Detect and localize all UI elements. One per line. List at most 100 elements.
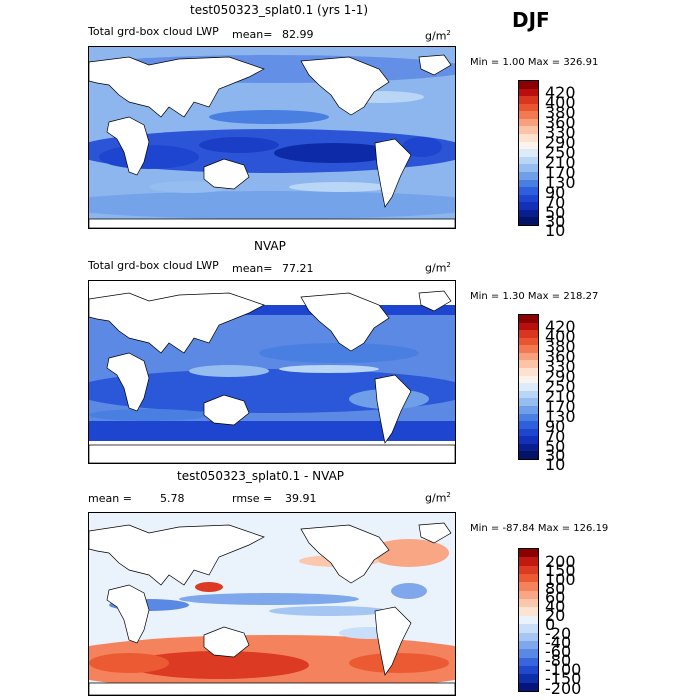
colorbar-swatch xyxy=(519,674,538,683)
panel2-colorbar xyxy=(518,314,539,460)
colorbar-swatch xyxy=(519,126,538,135)
colorbar-tick-label: 10 xyxy=(545,455,566,474)
panel3-map xyxy=(88,512,456,696)
colorbar-swatch xyxy=(519,111,538,120)
colorbar-tick-label: 330 xyxy=(545,123,576,142)
colorbar-tick-label: -100 xyxy=(545,660,582,679)
panel2-land xyxy=(89,290,455,463)
colorbar-swatch xyxy=(519,141,538,150)
colorbar-swatch xyxy=(519,590,538,600)
colorbar-tick-label: 330 xyxy=(545,357,576,376)
colorbar-tick-label: 0 xyxy=(545,615,556,634)
panel1-mean-value: 82.99 xyxy=(282,28,314,41)
colorbar-tick-label: 210 xyxy=(545,153,576,172)
colorbar-swatch xyxy=(519,345,538,354)
colorbar-swatch xyxy=(519,375,538,384)
colorbar-swatch xyxy=(519,405,538,414)
colorbar-swatch xyxy=(519,88,538,97)
panel2-title: NVAP xyxy=(254,239,286,253)
panel3-colorbar xyxy=(518,548,539,692)
panel2-map xyxy=(88,280,456,464)
colorbar-swatch xyxy=(519,640,538,650)
panel1-map xyxy=(88,46,456,229)
colorbar-tick-label: 40 xyxy=(545,597,566,616)
colorbar-tick-label: 170 xyxy=(545,397,576,416)
panel3-mean-label: mean = xyxy=(88,492,132,505)
colorbar-swatch xyxy=(519,171,538,180)
colorbar-swatch xyxy=(519,209,538,218)
colorbar-tick-label: 290 xyxy=(545,133,576,152)
panel2-variable: Total grd-box cloud LWP xyxy=(88,259,219,272)
season-label: DJF xyxy=(512,8,550,32)
colorbar-tick-label: 130 xyxy=(545,407,576,426)
panel2-mean-value: 77.21 xyxy=(282,262,314,275)
panel3-rmse-value: 39.91 xyxy=(285,492,317,505)
panel3-units: g/m2 xyxy=(425,491,451,505)
colorbar-tick-label: 420 xyxy=(545,317,576,336)
colorbar-tick-label: 170 xyxy=(545,163,576,182)
colorbar-swatch xyxy=(519,118,538,127)
colorbar-swatch xyxy=(519,428,538,437)
colorbar-tick-label: 250 xyxy=(545,143,576,162)
colorbar-swatch xyxy=(519,565,538,575)
colorbar-tick-label: 30 xyxy=(545,446,566,465)
colorbar-tick-label: 90 xyxy=(545,183,566,202)
colorbar-tick-label: -40 xyxy=(545,633,572,652)
panel3-land xyxy=(89,522,455,695)
panel1-title: test050323_splat0.1 (yrs 1-1) xyxy=(190,3,369,17)
panel1-land xyxy=(89,54,455,228)
colorbar-swatch xyxy=(519,443,538,452)
colorbar-tick-label: 100 xyxy=(545,570,576,589)
colorbar-tick-label: 400 xyxy=(545,93,576,112)
colorbar-tick-label: 360 xyxy=(545,347,576,366)
colorbar-swatch xyxy=(519,217,538,225)
colorbar-swatch xyxy=(519,96,538,104)
panel2-mean-label: mean= xyxy=(232,262,273,275)
colorbar-swatch xyxy=(519,315,538,323)
colorbar-tick-label: 400 xyxy=(545,327,576,346)
colorbar-tick-label: 380 xyxy=(545,103,576,122)
colorbar-swatch xyxy=(519,322,538,331)
colorbar-swatch xyxy=(519,582,538,591)
colorbar-tick-label: -20 xyxy=(545,624,572,643)
colorbar-tick-label: 60 xyxy=(545,588,566,607)
panel1-minmax: Min = 1.00 Max = 326.91 xyxy=(470,57,599,68)
colorbar-tick-label: -200 xyxy=(545,679,582,698)
colorbar-tick-label: 200 xyxy=(545,552,576,571)
colorbar-tick-label: 10 xyxy=(545,221,566,240)
colorbar-tick-label: 50 xyxy=(545,437,566,456)
panel1-colorbar xyxy=(518,80,539,226)
colorbar-swatch xyxy=(519,134,538,142)
colorbar-swatch xyxy=(519,599,538,608)
colorbar-tick-label: 90 xyxy=(545,417,566,436)
colorbar-swatch xyxy=(519,156,538,165)
colorbar-swatch xyxy=(519,624,538,633)
colorbar-tick-label: 130 xyxy=(545,173,576,192)
colorbar-tick-label: 210 xyxy=(545,387,576,406)
panel3-mean-value: 5.78 xyxy=(160,492,185,505)
colorbar-swatch xyxy=(519,574,538,583)
panel1-variable: Total grd-box cloud LWP xyxy=(88,25,219,38)
colorbar-swatch xyxy=(519,337,538,346)
colorbar-tick-label: -60 xyxy=(545,642,572,661)
colorbar-tick-label: 30 xyxy=(545,212,566,231)
colorbar-tick-label: -80 xyxy=(545,651,572,670)
colorbar-tick-label: 50 xyxy=(545,203,566,222)
panel3-title: test050323_splat0.1 - NVAP xyxy=(177,469,345,483)
colorbar-swatch xyxy=(519,187,538,195)
colorbar-tick-label: 70 xyxy=(545,427,566,446)
colorbar-swatch xyxy=(519,665,538,675)
panel1-units: g/m2 xyxy=(425,29,451,43)
colorbar-swatch xyxy=(519,615,538,625)
colorbar-tick-label: 290 xyxy=(545,367,576,386)
colorbar-swatch xyxy=(519,179,538,188)
colorbar-swatch xyxy=(519,607,538,616)
colorbar-swatch xyxy=(519,360,538,369)
colorbar-swatch xyxy=(519,649,538,658)
panel3-minmax: Min = -87.84 Max = 126.19 xyxy=(470,523,609,534)
panel1-mean-label: mean= xyxy=(232,28,273,41)
panel3-rmse-label: rmse = xyxy=(232,492,273,505)
colorbar-swatch xyxy=(519,103,538,112)
colorbar-swatch xyxy=(519,352,538,361)
colorbar-swatch xyxy=(519,81,538,89)
